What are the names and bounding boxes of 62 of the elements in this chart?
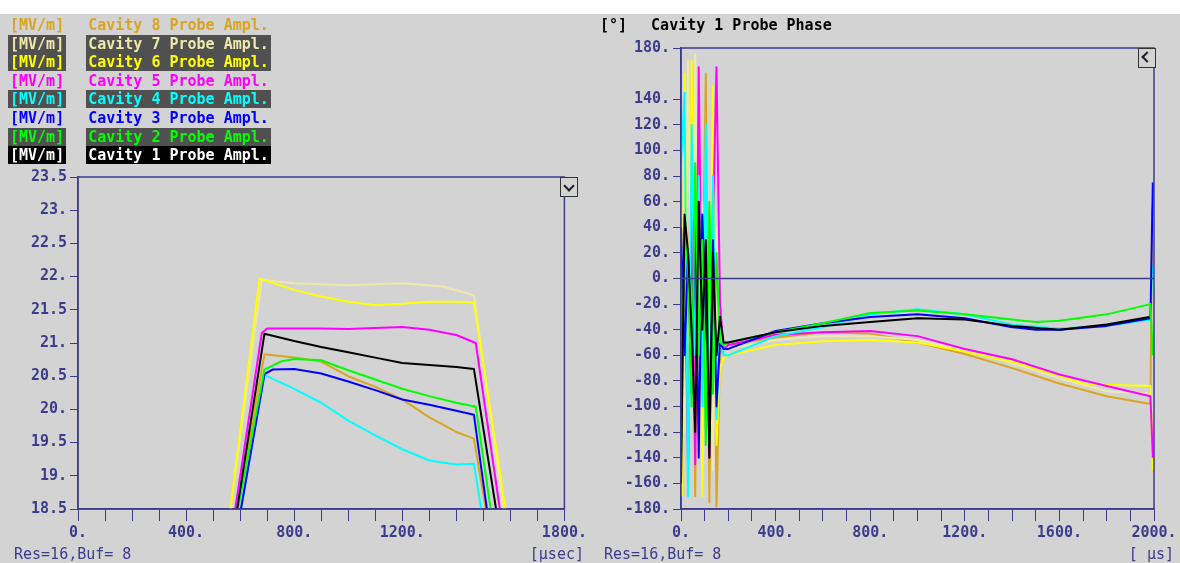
y-tick-label: -120. (624, 422, 670, 441)
text: Cavity 5 Probe Ampl. (87, 71, 270, 90)
text: Res=16,Buf= 8 (604, 545, 722, 563)
text: Cavity 2 Probe Ampl. (86, 127, 271, 146)
y-tick-label: -140. (624, 447, 670, 466)
text: Cavity 7 Probe Ampl. (86, 34, 271, 53)
y-tick-label: 20. (642, 242, 670, 261)
y-tick-label: -180. (624, 498, 670, 517)
text: [MV/m] (10, 71, 65, 90)
y-tick-label: 19. (39, 465, 67, 484)
legend-label: Cavity 1 Probe Ampl. (86, 146, 271, 165)
y-tick-label: 23. (39, 200, 67, 219)
y-tick-label: -100. (624, 396, 670, 415)
y-tick-label: 80. (642, 165, 670, 184)
text: Cavity 6 Probe Ampl. (86, 53, 271, 72)
x-tick-label: 400. (168, 522, 205, 541)
text: Cavity 3 Probe Ampl. (87, 108, 270, 127)
x-axis-title: [µsec] (529, 545, 584, 563)
y-tick-label: -60. (633, 345, 670, 364)
y-tick-label: -20. (633, 294, 670, 312)
x-tick-label: 800. (276, 522, 313, 541)
text: [MV/m] (10, 34, 65, 53)
text: [MV/m] (10, 108, 65, 127)
y-tick-label: 120. (633, 114, 670, 133)
y-tick-label: 60. (642, 191, 670, 210)
y-tick-label: 140. (633, 89, 670, 108)
text: [MV/m] (10, 53, 65, 72)
y-tick-label: 20.5 (30, 366, 67, 385)
y-tick-label: 100. (633, 140, 670, 159)
x-tick-label: 0. (68, 522, 88, 541)
x-tick-label: 1800. (541, 522, 587, 541)
y-tick-label: 0. (651, 268, 670, 287)
text: [MV/m] (10, 16, 65, 34)
y-tick-label: -40. (633, 319, 670, 338)
text: Cavity 4 Probe Ampl. (86, 90, 271, 109)
text: Cavity 8 Probe Ampl. (87, 16, 270, 34)
x-tick-label: 1200. (379, 522, 425, 541)
x-tick-label: 0. (671, 522, 691, 541)
y-tick-label: 21. (39, 332, 67, 351)
y-tick-label: -160. (624, 473, 670, 492)
y-tick-label: 23.5 (30, 166, 67, 185)
x-tick-label: 1200. (942, 522, 988, 541)
y-axis-title: [MV/m] (8, 146, 67, 165)
y-tick-label: 19.5 (30, 432, 67, 451)
x-tick-label: 2000. (1131, 522, 1177, 541)
y-axis-title: [°] (599, 16, 629, 34)
chart-title: Cavity 1 Probe Phase (650, 16, 833, 34)
text: [MV/m] (10, 90, 65, 109)
y-tick-label: 22. (39, 266, 67, 285)
y-tick-label: 18.5 (30, 498, 67, 517)
y-tick-label: -80. (633, 370, 670, 389)
y-tick-label: 21.5 (30, 299, 67, 318)
y-tick-label: 40. (642, 217, 670, 236)
text: [MV/m] (10, 127, 65, 146)
text: Res=16,Buf= 8 (14, 545, 132, 563)
x-tick-label: 800. (852, 522, 889, 541)
x-axis-title: [ µs] (1128, 545, 1174, 563)
y-tick-label: 22.5 (30, 233, 67, 252)
y-tick-label: 180. (633, 37, 670, 56)
x-tick-label: 1600. (1036, 522, 1082, 541)
y-tick-label: 20. (39, 399, 67, 418)
x-tick-label: 400. (757, 522, 794, 541)
